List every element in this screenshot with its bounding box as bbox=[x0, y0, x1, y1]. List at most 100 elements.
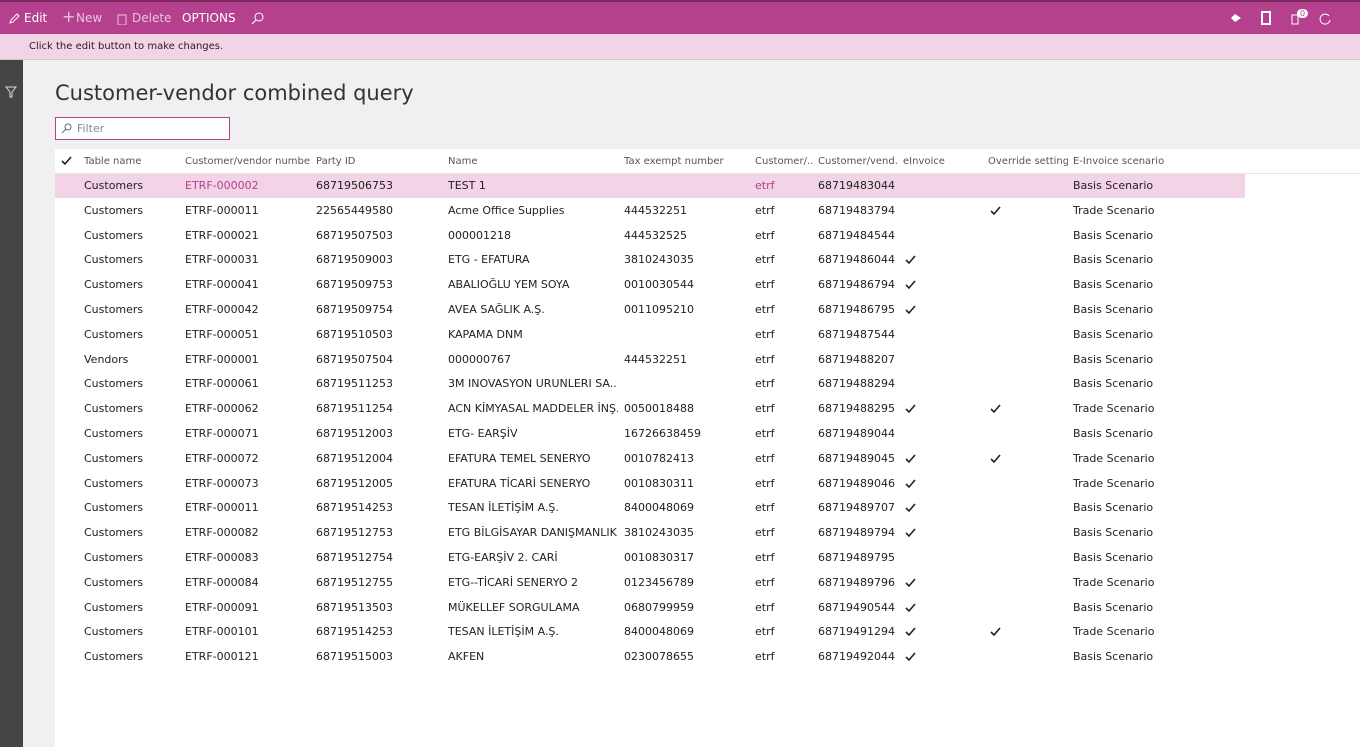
table-cell: Vendors bbox=[84, 352, 129, 366]
table-cell: 68719512753 bbox=[316, 526, 393, 540]
table-cell: ETRF-000001 bbox=[185, 352, 259, 366]
table-cell: Basis Scenario bbox=[1073, 228, 1154, 242]
table-cell: ETRF-000091 bbox=[185, 600, 259, 614]
table-cell: etrf bbox=[755, 551, 775, 564]
check-mark bbox=[905, 528, 916, 538]
delete-icon bbox=[117, 14, 127, 25]
edit-button[interactable]: Edit bbox=[24, 11, 48, 25]
table-row[interactable]: Customers ETRF-000031 68719509003 ETG - EFA… bbox=[55, 248, 1245, 272]
table-cell: TESAN İLETİŞİM A.Ş. bbox=[448, 625, 559, 639]
table-cell: Customers bbox=[84, 625, 144, 639]
table-cell: ETRF-000042 bbox=[185, 303, 259, 316]
table-cell: Customers bbox=[84, 228, 144, 242]
table-row[interactable]: Customers ETRF-000091 68719513503 MÜKELLEF … bbox=[55, 596, 1245, 620]
table-cell: ETG-EARŞİV 2. CARİ bbox=[448, 551, 558, 564]
table-cell: Acme Office Supplies bbox=[448, 203, 565, 217]
table-row[interactable]: Customers ETRF-000041 68719509753 ABALIOĞLU… bbox=[55, 273, 1245, 297]
table-cell: MÜKELLEF SORGULAMA bbox=[448, 600, 580, 614]
table-row[interactable]: Customers ETRF-000002 68719506753 TEST 1 etr… bbox=[55, 174, 1245, 198]
table-row[interactable]: Customers ETRF-000051 68719510503 KAPAMA DN… bbox=[55, 323, 1245, 347]
table-cell: etrf bbox=[755, 526, 775, 540]
table-cell: ETRF-000062 bbox=[185, 402, 259, 416]
table-cell: 22565449580 bbox=[316, 203, 393, 217]
table-cell: AKFEN bbox=[448, 650, 485, 664]
table-cell: 68719483794 bbox=[818, 203, 895, 217]
table-cell: EFATURA TEMEL SENERYO bbox=[448, 451, 591, 465]
table-cell: 68719512754 bbox=[316, 551, 393, 564]
table-cell: 444532525 bbox=[624, 228, 687, 242]
options-button[interactable]: OPTIONS bbox=[182, 11, 236, 25]
table-cell: KAPAMA DNM bbox=[448, 327, 523, 341]
check-mark bbox=[905, 305, 916, 315]
column-header: E-Invoice scenario bbox=[1073, 156, 1165, 167]
column-header: Table name bbox=[84, 156, 142, 167]
check-mark bbox=[905, 503, 916, 513]
table-cell: ETRF-000084 bbox=[185, 575, 259, 589]
filter-box[interactable]: Filter bbox=[55, 117, 230, 140]
table-row[interactable]: Vendors ETRF-000001 68719507504 000000767 44… bbox=[55, 348, 1245, 372]
filter-placeholder: Filter bbox=[77, 122, 105, 135]
table-cell: ETRF-000101 bbox=[185, 625, 259, 639]
filter-pane-button[interactable] bbox=[5, 86, 17, 98]
table-row[interactable]: Customers ETRF-000021 68719507503 000001218… bbox=[55, 224, 1245, 248]
table-cell: etrf bbox=[755, 303, 775, 316]
table-cell: 0230078655 bbox=[624, 650, 694, 664]
table-cell: ETRF-000071 bbox=[185, 427, 259, 440]
table-cell: Trade Scenario bbox=[1073, 402, 1155, 416]
table-cell: 68719511253 bbox=[316, 377, 393, 391]
table-cell: etrf bbox=[755, 352, 775, 366]
table-row[interactable]: Customers ETRF-000042 68719509754 AVEA SAĞL… bbox=[55, 298, 1245, 322]
table-cell: Customers bbox=[84, 501, 144, 515]
table-cell: 68719509753 bbox=[316, 278, 393, 292]
refresh-button[interactable] bbox=[1318, 12, 1332, 26]
table-cell: 8400048069 bbox=[624, 501, 694, 515]
table-row[interactable]: Customers ETRF-000061 68719511253 3M INOVAS… bbox=[55, 372, 1245, 396]
table-row[interactable]: Customers ETRF-000084 68719512755 ETG--TİCA… bbox=[55, 571, 1245, 595]
table-row[interactable]: Customers ETRF-000083 68719512754 ETG-EARŞİ… bbox=[55, 546, 1245, 570]
table-cell: 3810243035 bbox=[624, 526, 694, 540]
table-row[interactable]: Customers ETRF-000073 68719512005 EFATURA T… bbox=[55, 472, 1245, 496]
table-row[interactable]: Customers ETRF-000011 22565449580 Acme Offi… bbox=[55, 199, 1245, 223]
table-cell: ETRF-000072 bbox=[185, 451, 259, 465]
table-row[interactable]: Customers ETRF-000121 68719515003 AKFEN 0230… bbox=[55, 645, 1245, 669]
table-cell: 68719506753 bbox=[316, 179, 393, 192]
table-row[interactable]: Customers ETRF-000011 68719514253 TESAN İLE… bbox=[55, 496, 1245, 520]
table-cell: etrf bbox=[755, 179, 775, 192]
table-cell: 0123456789 bbox=[624, 575, 694, 589]
table-row[interactable]: Customers ETRF-000101 68719514253 TESAN İLE… bbox=[55, 620, 1245, 644]
notification-button[interactable] bbox=[1290, 12, 1302, 26]
table-cell: 3M INOVASYON URUNLERI SA... bbox=[448, 377, 618, 391]
delete-button[interactable]: Delete bbox=[132, 11, 172, 25]
column-header: Override settings bbox=[988, 156, 1068, 167]
table-cell: 68719491294 bbox=[818, 625, 895, 639]
check-mark bbox=[61, 156, 72, 166]
table-cell: 0010782413 bbox=[624, 451, 694, 465]
search-button[interactable] bbox=[251, 11, 265, 25]
table-cell: TESAN İLETİŞİM A.Ş. bbox=[448, 501, 559, 515]
table-cell: EFATURA TİCARİ SENERYO bbox=[448, 476, 591, 490]
table-cell: ETG- EARŞİV bbox=[448, 427, 518, 440]
table-row[interactable]: Customers ETRF-000062 68719511254 ACN KİMYA… bbox=[55, 397, 1245, 421]
table-cell: etrf bbox=[755, 327, 775, 341]
check-mark bbox=[905, 627, 916, 637]
table-cell: 444532251 bbox=[624, 352, 687, 366]
new-button[interactable]: New bbox=[76, 11, 103, 25]
table-cell: 0680799959 bbox=[624, 600, 694, 614]
table-row[interactable]: Customers ETRF-000082 68719512753 ETG BİLGİ… bbox=[55, 521, 1245, 545]
table-cell: 68719489795 bbox=[818, 551, 895, 564]
table-row[interactable]: Customers ETRF-000072 68719512004 EFATURA T… bbox=[55, 447, 1245, 471]
office-button[interactable] bbox=[1260, 11, 1272, 25]
table-row[interactable]: Customers ETRF-000071 68719512003 ETG- EARŞ… bbox=[55, 422, 1245, 446]
table-cell: AVEA SAĞLIK A.Ş. bbox=[448, 303, 545, 316]
table-cell: etrf bbox=[755, 650, 775, 664]
link-button[interactable] bbox=[1230, 13, 1242, 23]
table-cell: Basis Scenario bbox=[1073, 327, 1154, 341]
column-header: Tax exempt number bbox=[624, 156, 724, 167]
table-cell: 68719490544 bbox=[818, 600, 895, 614]
table-cell: 68719489045 bbox=[818, 451, 895, 465]
check-mark bbox=[990, 206, 1001, 215]
column-header: Party ID bbox=[316, 156, 356, 167]
table-cell: 68719512004 bbox=[316, 451, 393, 465]
table-cell: 68719511254 bbox=[316, 402, 393, 416]
table-cell: ETRF-000082 bbox=[185, 526, 259, 540]
